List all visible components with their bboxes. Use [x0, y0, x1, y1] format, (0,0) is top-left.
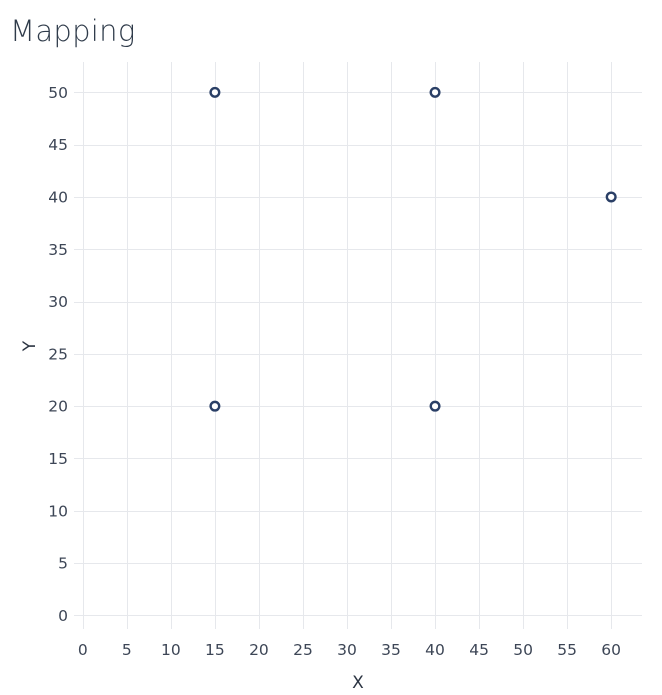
y-tick-labels: 0 5 10 15 20 25 30 35 40 45 50 [48, 84, 68, 625]
x-axis-title: X [352, 673, 364, 693]
x-tick-label: 35 [381, 641, 401, 659]
x-grid [83, 62, 612, 629]
data-point [209, 400, 221, 412]
data-point [429, 400, 441, 412]
x-tick-label: 60 [601, 641, 621, 659]
x-tick-label: 50 [513, 641, 533, 659]
data-points [209, 86, 617, 412]
data-point [429, 86, 441, 98]
y-tick-label: 10 [48, 502, 68, 520]
x-tick-label: 25 [293, 641, 313, 659]
y-tick-label: 20 [48, 398, 68, 416]
y-tick-label: 30 [48, 293, 68, 311]
y-tick-label: 0 [58, 607, 68, 625]
y-tick-label: 40 [48, 188, 68, 206]
chart-title: Mapping [10, 14, 136, 48]
x-tick-label: 45 [469, 641, 489, 659]
x-tick-label: 10 [161, 641, 181, 659]
y-tick-label: 50 [48, 84, 68, 102]
y-tick-label: 15 [48, 450, 68, 468]
x-tick-label: 5 [122, 641, 132, 659]
x-tick-label: 15 [205, 641, 225, 659]
y-tick-label: 5 [58, 555, 68, 573]
x-tick-label: 0 [78, 641, 88, 659]
x-tick-labels: 0 5 10 15 20 25 30 35 40 45 50 55 60 [78, 641, 621, 659]
y-grid [74, 92, 642, 616]
y-tick-label: 25 [48, 345, 68, 363]
data-point [605, 191, 617, 203]
x-tick-label: 55 [557, 641, 577, 659]
x-tick-label: 30 [337, 641, 357, 659]
y-tick-label: 35 [48, 241, 68, 259]
x-tick-label: 40 [425, 641, 445, 659]
x-tick-label: 20 [249, 641, 269, 659]
y-tick-label: 45 [48, 136, 68, 154]
y-axis-title: Y [20, 340, 40, 352]
data-point [209, 86, 221, 98]
